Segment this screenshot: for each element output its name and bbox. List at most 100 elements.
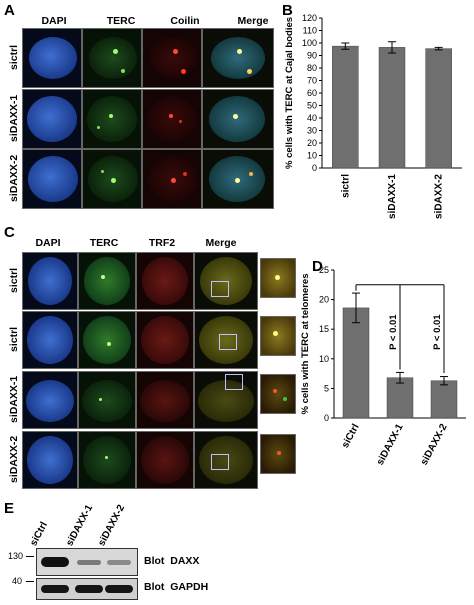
lane-label-sidaxx1: siDAXX-1 bbox=[64, 503, 96, 548]
panel-c-terc-image bbox=[78, 431, 136, 489]
y-tick-label: 20 bbox=[319, 295, 329, 305]
chart-d-svg: 0 5 10 15 20 25 % cells with TERC at telomeres… bbox=[300, 265, 466, 467]
panel-a-row-sictrl: sictrl bbox=[8, 44, 20, 70]
y-tick-label: 90 bbox=[307, 51, 317, 61]
y-tick-label: 10 bbox=[307, 151, 317, 161]
panel-a-col-merge: Merge bbox=[237, 15, 269, 27]
y-tick-label: 0 bbox=[312, 163, 317, 173]
x-tick-label: siDAXX-1 bbox=[375, 422, 406, 467]
panel-c-col-dapi: DAPI bbox=[35, 237, 61, 249]
panel-c-row-sictrl: sictrl bbox=[8, 267, 20, 293]
y-tick-label: 110 bbox=[303, 26, 317, 36]
panel-c-merge-image bbox=[194, 311, 258, 369]
band bbox=[41, 557, 69, 567]
panel-a-col-coilin: Coilin bbox=[170, 15, 200, 27]
blot-gapdh-label: Blot GAPDH bbox=[144, 581, 209, 593]
marker-40: 40 bbox=[12, 576, 23, 586]
panel-a-dapi-image bbox=[22, 28, 82, 88]
panel-c-terc-image bbox=[78, 252, 136, 310]
blot-daxx-strip bbox=[36, 548, 138, 576]
panel-c-merge-image bbox=[194, 371, 258, 429]
y-tick-label: 60 bbox=[307, 88, 317, 98]
zoom-box bbox=[211, 454, 229, 470]
band bbox=[41, 585, 69, 593]
panel-c-zoom-image bbox=[260, 434, 296, 474]
zoom-box bbox=[225, 374, 243, 390]
y-axis-label: % cells with TERC at telomeres bbox=[300, 274, 311, 415]
panel-c-dapi-image bbox=[22, 371, 78, 429]
x-tick-label: siDAXX-1 bbox=[387, 174, 398, 219]
p-value-annotation: P < 0.01 bbox=[388, 314, 399, 350]
marker-130: 130 bbox=[8, 551, 24, 561]
panel-c-col-trf2: TRF2 bbox=[148, 237, 176, 249]
bar bbox=[430, 380, 458, 419]
panel-c-col-merge: Merge bbox=[205, 237, 237, 249]
panel-c-trf2-image bbox=[136, 252, 194, 310]
lane-label-wrap: siCtrl bbox=[28, 516, 60, 548]
y-tick-label: 80 bbox=[307, 63, 317, 73]
y-tick-label: 50 bbox=[307, 101, 317, 111]
panel-c-zoom-image bbox=[260, 374, 296, 414]
panel-c-dapi-image bbox=[22, 431, 78, 489]
y-tick-label: 30 bbox=[307, 126, 317, 136]
panel-a-dapi-image bbox=[22, 149, 82, 209]
chart-d-plot: 0 5 10 15 20 25 % cells with TERC at telomeres… bbox=[300, 265, 466, 467]
panel-a-col-terc: TERC bbox=[106, 15, 136, 27]
band bbox=[107, 560, 131, 565]
panel-c-row-sictrl: sictrl bbox=[8, 326, 20, 352]
panel-c-zoom-image bbox=[260, 258, 296, 298]
bar bbox=[386, 377, 414, 419]
panel-a-coilin-image bbox=[142, 89, 202, 149]
panel-a-terc-image bbox=[82, 149, 142, 209]
panel-c-zoom-image bbox=[260, 316, 296, 356]
marker-tick bbox=[26, 581, 34, 582]
panel-c-trf2-image bbox=[136, 311, 194, 369]
panel-a-merge-image bbox=[202, 149, 274, 209]
zoom-box bbox=[219, 334, 237, 350]
panel-c-dapi-image bbox=[22, 311, 78, 369]
x-tick-label: siDAXX-2 bbox=[419, 422, 450, 467]
panel-c-merge-image bbox=[194, 431, 258, 489]
panel-d-label: D bbox=[312, 258, 323, 275]
y-tick-label: 120 bbox=[302, 13, 317, 23]
panel-c-row-sidaxx2: siDAXX-2 bbox=[8, 435, 20, 483]
panel-c-dapi-image bbox=[22, 252, 78, 310]
x-tick-label: siDAXX-2 bbox=[434, 174, 445, 219]
panel-c-terc-image bbox=[78, 371, 136, 429]
chart-b-svg: 0 10 20 30 40 50 60 70 80 90 100 110 120 % cells with… bbox=[284, 13, 462, 219]
lane-label-sictrl: siCtrl bbox=[28, 520, 51, 548]
lane-label-wrap: siDAXX-2 bbox=[96, 503, 128, 548]
y-tick-label: 5 bbox=[324, 383, 329, 393]
y-tick-label: 25 bbox=[319, 265, 329, 275]
y-tick-label: 15 bbox=[319, 324, 329, 334]
panel-c-trf2-image bbox=[136, 431, 194, 489]
panel-c-col-terc: TERC bbox=[89, 237, 119, 249]
panel-a-col-dapi: DAPI bbox=[41, 15, 67, 27]
x-tick-label: sictrl bbox=[340, 174, 351, 198]
panel-a-label: A bbox=[4, 2, 15, 19]
panel-a-row-sidaxx2: siDAXX-2 bbox=[8, 154, 20, 202]
panel-a-dapi-image bbox=[22, 89, 82, 149]
bar bbox=[378, 47, 406, 169]
panel-a-merge-image bbox=[202, 89, 274, 149]
panel-a-terc-image bbox=[82, 89, 142, 149]
panel-a-merge-image bbox=[202, 28, 274, 88]
lane-label-wrap: siDAXX-1 bbox=[64, 503, 96, 548]
bar bbox=[342, 307, 370, 419]
panel-e-label: E bbox=[4, 500, 15, 517]
blot-daxx-label: Blot DAXX bbox=[144, 555, 200, 567]
band bbox=[77, 560, 101, 565]
panel-a-terc-image bbox=[82, 28, 142, 88]
y-tick-label: 10 bbox=[319, 354, 329, 364]
y-tick-label: 0 bbox=[324, 413, 329, 423]
band bbox=[75, 585, 103, 593]
blot-gapdh-strip bbox=[36, 578, 138, 600]
y-axis-label: % cells with TERC at Cajal bodies bbox=[284, 17, 295, 169]
bar bbox=[425, 48, 452, 169]
zoom-box bbox=[211, 281, 229, 297]
panel-b-label: B bbox=[282, 2, 293, 19]
lane-label-sidaxx2: siDAXX-2 bbox=[96, 503, 128, 548]
bar bbox=[332, 45, 359, 169]
p-value-annotation: P < 0.01 bbox=[432, 314, 443, 350]
panel-c-trf2-image bbox=[136, 371, 194, 429]
